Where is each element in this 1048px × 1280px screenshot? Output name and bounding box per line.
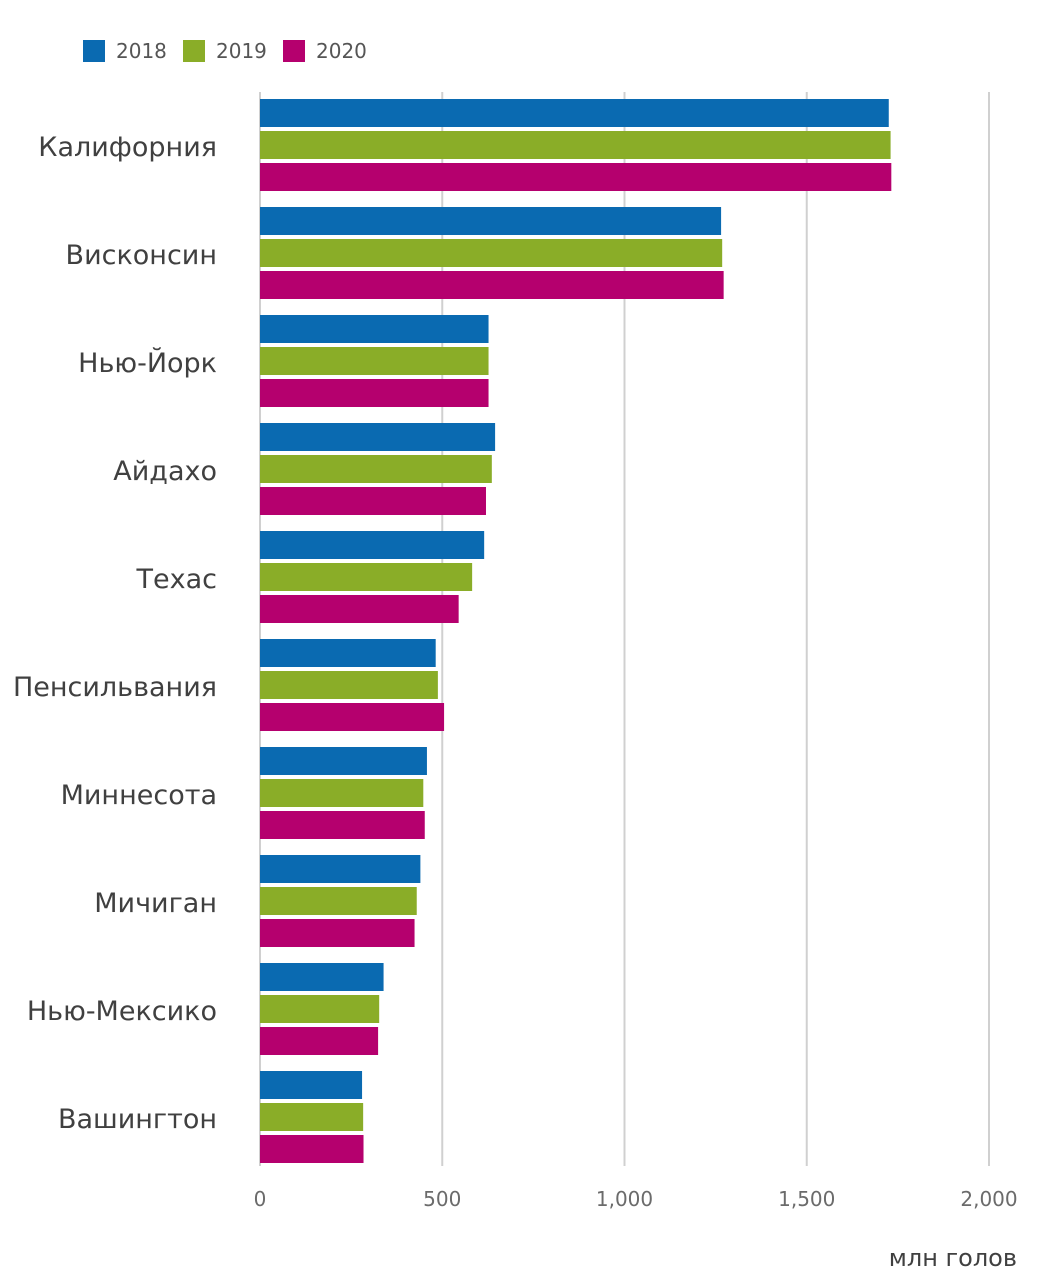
x-tick-label: 2,000 (960, 1187, 1017, 1211)
category-labels: Калифорния Висконсин Нью-Йорк Айдахо Техас Пе… (13, 132, 217, 1135)
category-label: Техас (136, 564, 217, 595)
bars (260, 99, 892, 1163)
bar-2018 (260, 855, 421, 883)
bar-2018 (260, 747, 427, 775)
bar-2019 (260, 347, 489, 375)
category-label: Нью-Мексико (27, 996, 217, 1027)
bar-2018 (260, 423, 496, 451)
bar-2019 (260, 455, 492, 483)
category-label: Миннесота (61, 780, 217, 811)
legend-swatch (83, 40, 105, 62)
bar-2020 (260, 1027, 379, 1055)
legend-label: 2020 (316, 39, 367, 63)
bar-2020 (260, 595, 459, 623)
bar-2019 (260, 1103, 364, 1131)
category-label: Висконсин (66, 240, 217, 271)
category-label: Пенсильвания (13, 672, 217, 703)
bar-2018 (260, 531, 485, 559)
bar-2020 (260, 919, 415, 947)
category-label: Калифорния (38, 132, 217, 163)
x-axis-label: млн голов (889, 1244, 1017, 1272)
bar-2020 (260, 487, 486, 515)
legend: 2018 2019 2020 (83, 39, 367, 63)
bar-2018 (260, 639, 436, 667)
x-tick-label: 1,000 (596, 1187, 653, 1211)
bar-2020 (260, 271, 724, 299)
bar-2019 (260, 779, 424, 807)
bar-2020 (260, 1135, 364, 1163)
legend-label: 2019 (216, 39, 267, 63)
bar-2018 (260, 315, 489, 343)
x-tick-label: 0 (254, 1187, 267, 1211)
x-tick-label: 1,500 (778, 1187, 835, 1211)
bar-2018 (260, 99, 889, 127)
bar-2018 (260, 207, 722, 235)
x-axis-tick-labels: 0 500 1,000 1,500 2,000 (254, 1187, 1018, 1211)
category-label: Нью-Йорк (78, 347, 217, 379)
bar-2019 (260, 995, 380, 1023)
bar-2020 (260, 811, 425, 839)
bar-2019 (260, 563, 473, 591)
bar-2019 (260, 131, 891, 159)
legend-label: 2018 (116, 39, 167, 63)
legend-swatch (183, 40, 205, 62)
bar-2020 (260, 379, 489, 407)
category-label: Айдахо (113, 456, 217, 487)
legend-swatch (283, 40, 305, 62)
x-tick-label: 500 (423, 1187, 461, 1211)
category-label: Вашингтон (58, 1104, 217, 1135)
bar-2018 (260, 963, 384, 991)
bar-2019 (260, 887, 417, 915)
bar-2018 (260, 1071, 363, 1099)
bar-2020 (260, 163, 892, 191)
bar-2019 (260, 671, 438, 699)
bar-2020 (260, 703, 445, 731)
bar-2019 (260, 239, 723, 267)
category-label: Мичиган (94, 888, 217, 919)
